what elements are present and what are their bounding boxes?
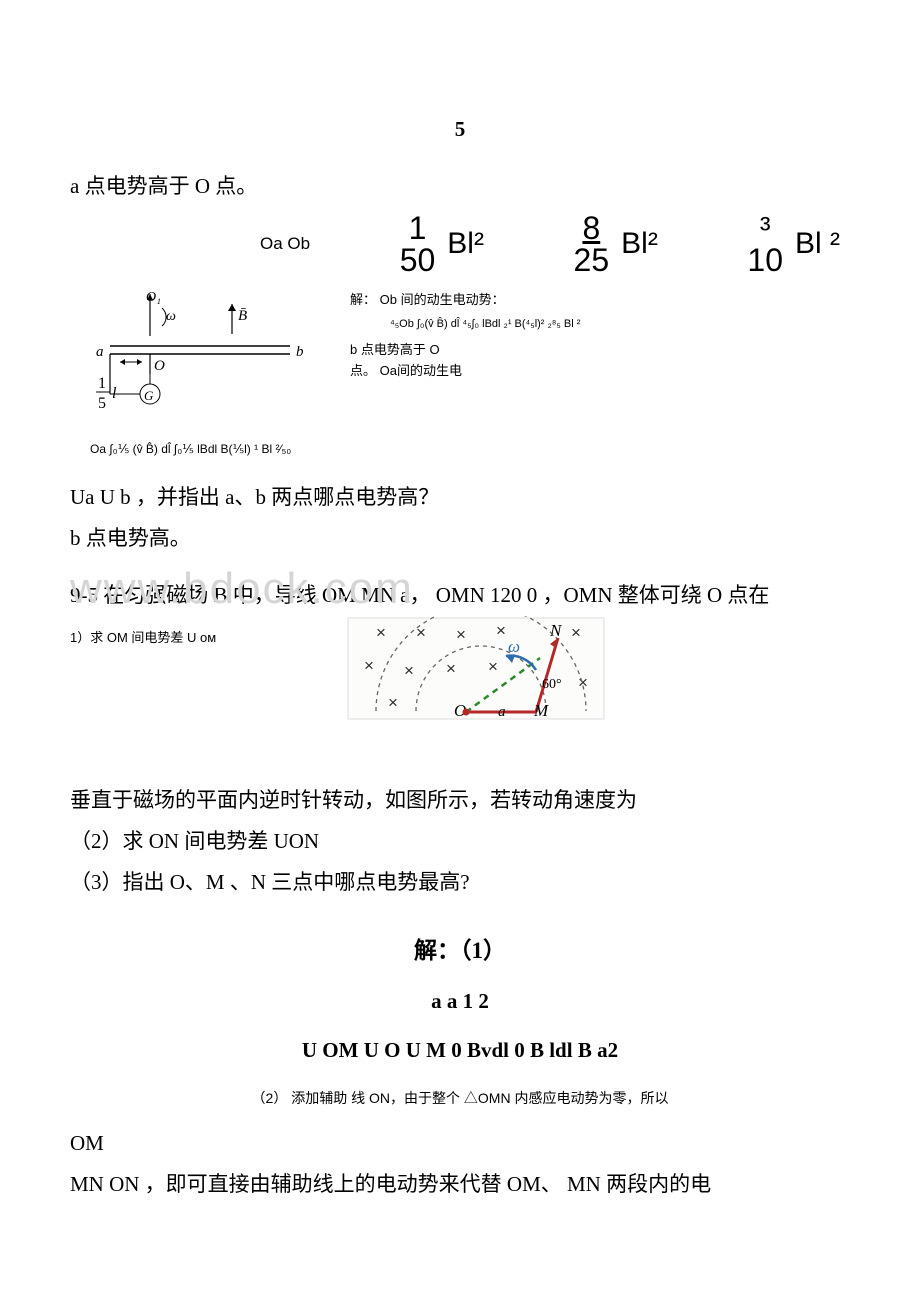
frac1-num: 1 bbox=[400, 212, 436, 244]
frac3-num: ³ bbox=[747, 212, 783, 244]
svg-text:ω: ω bbox=[508, 637, 520, 656]
frac3-den: 10 bbox=[747, 244, 783, 276]
q95-sub1: 1）求 OM 间电势差 U ᴏᴍ bbox=[70, 616, 216, 650]
solution-eq2: U OM U O U M 0 Bvdl 0 B ldl B a2 bbox=[70, 1031, 850, 1070]
solution-eq1: a a 1 2 bbox=[70, 982, 850, 1021]
svg-text:O₁: O₁ bbox=[146, 290, 161, 305]
formula-row: Oa Ob 1 50 Bl² 8 25 Bl² ³ 10 Bl ² bbox=[70, 212, 850, 276]
term3: Bl ² bbox=[795, 216, 840, 272]
last-1: OM bbox=[70, 1124, 850, 1163]
svg-text:×: × bbox=[571, 623, 581, 642]
svg-text:N: N bbox=[549, 621, 563, 640]
figure-omn: ××× ×× ××× ×× × ω 60° N O a M bbox=[346, 616, 606, 721]
term1: Bl² bbox=[447, 216, 484, 272]
last-2: MN ON ，即可直接由辅助线上的电动势来代替 OM、 MN 两段内的电 bbox=[70, 1165, 850, 1204]
svg-text:×: × bbox=[578, 673, 588, 692]
svg-text:×: × bbox=[446, 659, 456, 678]
svg-text:×: × bbox=[376, 623, 386, 642]
svg-text:B̄: B̄ bbox=[238, 308, 247, 324]
svg-text:a: a bbox=[96, 344, 104, 360]
svg-text:60°: 60° bbox=[542, 677, 562, 692]
svg-text:×: × bbox=[364, 656, 374, 675]
line-1: a 点电势高于 O 点。 bbox=[70, 167, 850, 206]
right-mid1: b 点电势高于 O bbox=[350, 340, 580, 361]
svg-text:×: × bbox=[456, 625, 466, 644]
svg-text:×: × bbox=[404, 661, 414, 680]
solution-header: 解：（1） bbox=[70, 930, 850, 973]
svg-text:×: × bbox=[488, 657, 498, 676]
right-header: 解： Ob 间的动生电动势： bbox=[350, 290, 580, 311]
tiny-row: Oa ∫₀⅕ (v̂ B̂) dl̂ ∫₀⅕ lBdl B(⅕l) ¹ Bl ²… bbox=[90, 438, 850, 460]
term2: Bl² bbox=[621, 216, 658, 272]
svg-text:5: 5 bbox=[98, 395, 106, 412]
para-3: （3）指出 O、M 、N 三点中哪点电势最高? bbox=[70, 863, 850, 902]
frac1-den: 50 bbox=[400, 244, 436, 276]
question-9-5: 9-5 在匀强磁场 B 中，导线 OM MN a， OMN 120 0 ，OMN… bbox=[70, 576, 850, 615]
diagram-right-block: 解： Ob 间的动生电动势： ⁴₅Ob ∫₀(v̂ B̂) dl̂ ⁴₅∫₀ l… bbox=[330, 286, 580, 382]
svg-text:1: 1 bbox=[98, 375, 106, 392]
svg-text:×: × bbox=[496, 621, 506, 640]
para-1: 垂直于磁场的平面内逆时针转动，如图所示，若转动角速度为 bbox=[70, 781, 850, 820]
svg-text:ω: ω bbox=[166, 309, 176, 324]
formula-label: Oa Ob bbox=[260, 228, 310, 259]
svg-text:a: a bbox=[498, 704, 506, 720]
right-mid2: 点。 Oa间的动生电 bbox=[350, 361, 580, 382]
svg-text:O: O bbox=[154, 358, 165, 374]
question-line-1: Ua U b ，并指出 a、b 两点哪点电势高？ bbox=[70, 478, 850, 517]
right-eq1: ⁴₅Ob ∫₀(v̂ B̂) dl̂ ⁴₅∫₀ lBdl ₂¹ B(⁴₅l)² … bbox=[390, 316, 580, 334]
svg-text:×: × bbox=[388, 693, 398, 712]
sub-note: （2） 添加辅助 线 ON，由于整个 △OMN 内感应电动势为零，所以 bbox=[70, 1086, 850, 1112]
svg-text:M: M bbox=[533, 701, 549, 720]
para-2: （2）求 ON 间电势差 UON bbox=[70, 822, 850, 861]
diagram-ab-svg: O₁ ω B̄ a b O 1 5 l G bbox=[70, 286, 330, 436]
svg-text:G: G bbox=[144, 388, 154, 403]
svg-text:b: b bbox=[296, 344, 304, 360]
page-number: 5 bbox=[70, 110, 850, 149]
frac2-den: 25 bbox=[574, 244, 610, 276]
frac2-num: 8 bbox=[574, 212, 610, 244]
svg-text:×: × bbox=[416, 623, 426, 642]
question-line-2: b 点电势高。 bbox=[70, 519, 850, 558]
